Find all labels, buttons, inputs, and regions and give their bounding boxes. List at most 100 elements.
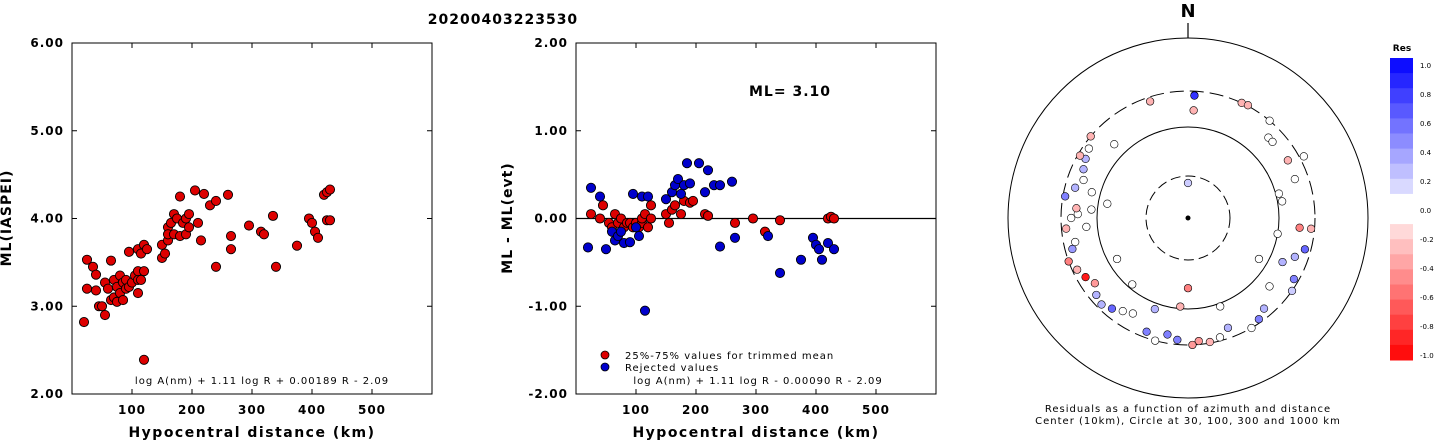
ml-residual-y-tick-label: 2.00 xyxy=(534,36,568,50)
ml-residual-x-tick-label: 400 xyxy=(802,403,830,417)
colorbar-cell xyxy=(1390,284,1413,301)
azimuth-caption-line2: Center (10km), Circle at 30, 100, 300 an… xyxy=(1035,416,1341,427)
colorbar-cell xyxy=(1390,209,1413,225)
ml-residual-data-point xyxy=(663,217,675,228)
legend-red-marker xyxy=(600,350,610,360)
ml-iaspei-points xyxy=(78,184,336,365)
ml-residual-data-point xyxy=(642,222,654,233)
legend-blue-label: Rejected values xyxy=(625,363,719,374)
colorbar-cell xyxy=(1390,254,1413,270)
ml-iaspei-panel: 2.00 3.00 4.00 5.00 6.00 100 200 300 400 500 ML(… xyxy=(0,36,433,441)
station-residual-point xyxy=(1097,300,1106,309)
colorbar-cell xyxy=(1390,148,1413,165)
ml-residual-y-ticks: -2.00 -1.00 0.00 1.00 2.00 xyxy=(528,36,936,401)
ml-residual-data-point xyxy=(774,215,786,226)
ml-residual-x-tick-label: 300 xyxy=(742,403,770,417)
station-residual-point xyxy=(1110,140,1119,149)
station-residual-point xyxy=(1194,336,1203,346)
ml-residual-data-point xyxy=(645,200,657,211)
station-residual-point xyxy=(1072,204,1081,213)
station-residual-point xyxy=(1071,237,1080,247)
ml-iaspei-data-point xyxy=(105,255,117,266)
station-residual-point xyxy=(1190,91,1199,100)
ml-residual-data-point xyxy=(813,244,825,255)
station-residual-point xyxy=(1289,275,1299,284)
ml-residual-xlabel: Hypocentral distance (km) xyxy=(632,425,879,441)
ml-iaspei-formula: log A(nm) + 1.11 log R + 0.00189 R - 2.0… xyxy=(135,376,389,387)
station-residual-point xyxy=(1300,245,1310,254)
station-residual-point xyxy=(1223,323,1233,332)
colorbar-title: Res xyxy=(1393,44,1411,54)
ml-iaspei-data-point xyxy=(123,246,135,257)
ml-iaspei-data-point xyxy=(132,288,144,299)
station-residual-point xyxy=(1265,116,1274,125)
colorbar-tick-label: 0.8 xyxy=(1420,91,1431,99)
ml-residual-data-point xyxy=(714,180,726,191)
legend-red-label: 25%-75% values for trimmed mean xyxy=(625,351,834,362)
colorbar-tick-label: -0.8 xyxy=(1420,323,1434,331)
station-residual-point xyxy=(1112,254,1122,264)
station-residual-point xyxy=(1268,137,1277,147)
colorbar-tick-label: 0.4 xyxy=(1420,149,1432,157)
figure-title: 20200403223530 xyxy=(428,12,578,28)
ml-residual-y-tick-label: -2.00 xyxy=(528,387,568,401)
ml-residual-data-point xyxy=(594,213,606,224)
ml-iaspei-xlabel: Hypocentral distance (km) xyxy=(128,425,375,441)
ml-residual-data-point xyxy=(714,241,726,252)
ml-iaspei-data-point xyxy=(291,240,303,251)
ml-residual-x-tick-label: 100 xyxy=(622,403,650,417)
station-residual-point xyxy=(1247,323,1256,333)
ml-residual-points xyxy=(582,158,840,316)
ml-iaspei-data-point xyxy=(183,209,195,220)
station-residual-point xyxy=(1278,197,1287,206)
ml-residual-x-tick-label: 500 xyxy=(862,403,890,417)
station-residual-point xyxy=(1118,307,1127,316)
station-residual-point xyxy=(1189,106,1198,115)
station-residual-point xyxy=(1107,304,1117,313)
station-residual-point xyxy=(1062,224,1071,233)
ml-residual-data-point xyxy=(624,237,636,248)
station-residual-point xyxy=(1283,156,1292,165)
ml-iaspei-data-point xyxy=(192,217,204,228)
station-residual-point xyxy=(1265,282,1274,291)
ml-iaspei-plot-frame xyxy=(71,42,433,395)
ml-iaspei-data-point xyxy=(198,188,210,199)
station-residual-point xyxy=(1064,257,1073,266)
station-residual-point xyxy=(1079,165,1088,174)
ml-residual-data-point xyxy=(702,210,714,221)
ml-residual-data-point xyxy=(684,178,696,189)
ml-iaspei-data-point xyxy=(99,309,111,321)
colorbar-cell xyxy=(1390,133,1413,150)
north-label: N xyxy=(1180,1,1195,22)
station-residual-point xyxy=(1090,279,1099,288)
ml-iaspei-y-tick-label: 5.00 xyxy=(30,124,64,138)
ring-30km xyxy=(1145,175,1231,261)
ml-iaspei-y-ticks: 2.00 3.00 4.00 5.00 6.00 xyxy=(30,36,432,401)
station-residual-point xyxy=(1081,273,1090,282)
ml-residual-data-point xyxy=(822,238,834,249)
ml-iaspei-data-point xyxy=(225,244,237,255)
ring-1000km xyxy=(1007,37,1369,399)
station-residual-point xyxy=(1082,222,1091,231)
azimuth-caption-line1: Residuals as a function of azimuth and d… xyxy=(1045,404,1331,415)
station-residual-point xyxy=(1087,188,1096,197)
station-residual-point xyxy=(1176,302,1185,311)
ml-residual-data-point xyxy=(747,213,759,224)
station-residual-point xyxy=(1216,302,1225,311)
ml-iaspei-data-point xyxy=(243,220,255,231)
colorbar-cell xyxy=(1390,224,1413,240)
ml-residual-data-point xyxy=(585,209,597,220)
ml-iaspei-data-point xyxy=(174,191,186,202)
ml-iaspei-data-point xyxy=(141,244,153,255)
colorbar-cell xyxy=(1390,239,1413,255)
ml-residual-data-point xyxy=(702,165,714,176)
colorbar-tick-label: -0.6 xyxy=(1420,294,1434,302)
ml-residual-data-point xyxy=(669,200,681,211)
station-residual-point xyxy=(1274,189,1284,198)
ml-residual-data-point xyxy=(675,209,687,220)
ml-iaspei-y-tick-label: 4.00 xyxy=(30,212,64,226)
ml-iaspei-data-point xyxy=(195,235,207,246)
ml-residual-data-point xyxy=(828,244,840,255)
ml-residual-data-point xyxy=(600,244,612,255)
